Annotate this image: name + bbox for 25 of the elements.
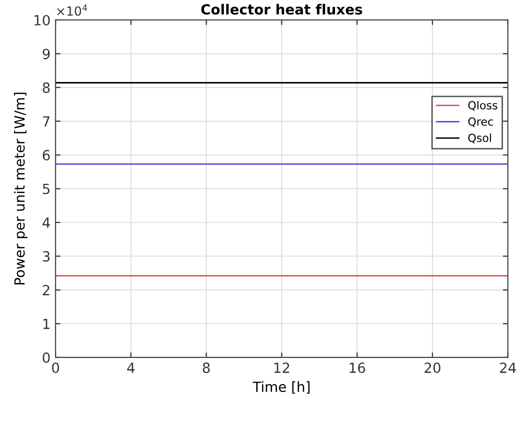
y-tick-label: 5 (42, 184, 50, 194)
y-tick-label: 2 (42, 284, 50, 296)
legend-label: Qrec (468, 117, 493, 128)
x-tick-label: 12 (274, 362, 290, 373)
legend-label: Qloss (468, 100, 498, 111)
y-tick-label: 4 (42, 218, 50, 228)
y-tick-label: 6 (42, 150, 50, 160)
x-tick-label: 0 (52, 362, 60, 374)
chart-title: Collector heat fluxes (201, 4, 362, 15)
y-tick-label: 8 (42, 82, 50, 93)
legend-label: Qsol (468, 133, 492, 144)
text: ×10$^{4}$ (57, 4, 88, 16)
x-tick-label: 16 (350, 362, 366, 374)
x-tick-label: 24 (500, 362, 516, 373)
y-axis-title: Power per unit meter [W/m] (14, 92, 28, 284)
x-tick-label: 8 (202, 362, 210, 374)
y-tick-label: 10 (34, 14, 50, 26)
x-axis-title: Time [h] (252, 381, 310, 394)
y-tick-label: 1 (43, 318, 50, 329)
y-tick-label: 7 (42, 116, 50, 126)
y-tick-label: 3 (42, 251, 50, 262)
y-tick-label: 9 (42, 48, 50, 60)
x-tick-label: 20 (424, 362, 440, 374)
x-tick-label: 4 (127, 362, 135, 373)
y-tick-label: 0 (42, 352, 50, 363)
